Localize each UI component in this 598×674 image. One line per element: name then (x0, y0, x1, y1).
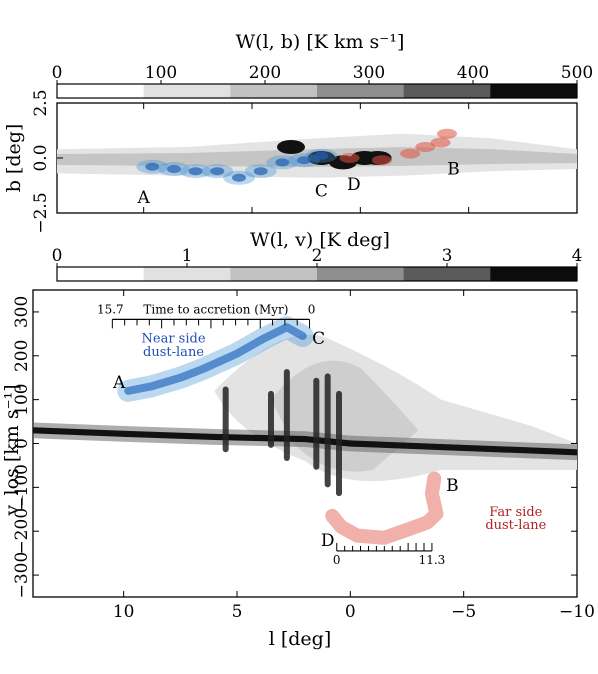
lv-ytick-label: 100 (12, 383, 32, 415)
lv-vertical-feature (336, 390, 342, 497)
lv-xlabel: l [deg] (269, 628, 332, 650)
far-side-label-line2: dust-lane (485, 518, 546, 533)
lb-map-emission (57, 128, 577, 185)
lv-far-lane (325, 471, 444, 545)
lv-vertical-feature (283, 368, 290, 462)
colorbar-tick-label: 0 (52, 63, 63, 83)
top-colorbar-ticks: 0 100 200 300 400 500 (52, 63, 593, 84)
lv-annotation-A: A (112, 373, 126, 393)
lv-vertical-feature (268, 390, 274, 448)
colorbar-tick-label: 3 (442, 246, 453, 266)
lb-near-lane-core (210, 167, 225, 176)
far-side-label: Far side (489, 505, 542, 520)
lb-map-axes: 2.5 0.0 −2.5 A C D B (31, 89, 578, 234)
lb-near-lane-core (167, 165, 181, 173)
colorbar-tick-label: 2 (312, 246, 323, 266)
bottom-colorbar-ticks: 0 1 2 3 4 (52, 246, 583, 267)
lb-ylabel: b [deg] (3, 124, 25, 193)
lv-main-band-core (33, 427, 577, 456)
lv-xtick-label: 0 (345, 602, 356, 622)
time-axis-label: Time to accretion (Myr) (143, 302, 288, 316)
lv-xtick-label: −10 (559, 602, 595, 622)
lb-ytick-label: 2.5 (31, 89, 51, 116)
lb-annotation-C: C (315, 181, 328, 201)
near-time-start: 15.7 (97, 302, 124, 316)
lv-xtick-label: −5 (451, 602, 476, 622)
top-colorbar (56, 83, 578, 99)
colorbar-segment (403, 84, 491, 98)
lb-far-lane (430, 137, 451, 148)
lv-annotation-C: C (312, 329, 325, 349)
lv-xtick-label: 5 (232, 602, 243, 622)
lv-annotation-D: D (321, 531, 335, 551)
colorbar-segment (230, 267, 318, 281)
lb-far-lane (400, 148, 421, 159)
lv-map-panel: 10 5 0 −5 −10 300 200 100 0 −100−200−300 A C B D Near… (1, 289, 595, 650)
bottom-colorbar (56, 266, 578, 282)
lv-xtick-label: 10 (113, 602, 135, 622)
far-time-end: 11.3 (419, 553, 446, 567)
colorbar-segment (490, 267, 578, 281)
lv-ytick-label: −100 (12, 464, 32, 511)
lb-near-lane-core (188, 167, 203, 176)
colorbar-tick-label: 4 (572, 246, 583, 266)
lv-map-axes: 10 5 0 −5 −10 300 200 100 0 −100−200−300 (12, 290, 595, 622)
lb-far-lane (415, 142, 436, 152)
lb-near-lane-core (275, 158, 290, 167)
colorbar-segment (317, 84, 405, 98)
colorbar-segment (317, 267, 405, 281)
colorbar-segment (490, 84, 578, 98)
lb-near-lane-core (297, 156, 311, 165)
lv-ytick-label: −200 (12, 508, 32, 555)
colorbar-segment (230, 84, 318, 98)
lv-vertical-feature (222, 386, 229, 453)
bottom-colorbar-label: W(l, v) [K deg] (250, 229, 390, 251)
colorbar-tick-label: 0 (52, 246, 63, 266)
lv-ytick-label: 300 (12, 296, 32, 328)
lv-near-lane (124, 323, 307, 395)
near-side-label-line2: dust-lane (143, 345, 204, 360)
colorbar-segment (143, 84, 231, 98)
colorbar-tick-label: 1 (182, 246, 193, 266)
colorbar-tick-label: 200 (249, 63, 281, 83)
colorbar-tick-label: 400 (457, 63, 489, 83)
colorbar-segment (57, 84, 145, 98)
colorbar-segment (143, 267, 231, 281)
lb-near-lane-core (253, 167, 268, 176)
lb-near-lane-core (314, 151, 329, 160)
lv-vertical-feature (313, 377, 320, 470)
colorbar-segment (403, 267, 491, 281)
lb-far-lane (372, 155, 392, 166)
far-time-start: 0 (333, 553, 341, 567)
lb-annotation-D: D (347, 175, 361, 195)
lb-near-lane-core (145, 162, 160, 171)
colorbar-tick-label: 500 (561, 63, 593, 83)
colorbar-tick-label: 100 (145, 63, 177, 83)
lv-map-emission (33, 316, 578, 545)
lv-vertical-feature (324, 373, 331, 488)
colorbar-segment (57, 267, 145, 281)
lv-ytick-label: 200 (12, 340, 32, 372)
near-side-label: Near side (142, 332, 206, 347)
lb-far-lane (339, 153, 360, 163)
lb-ytick-label: 0.0 (31, 144, 51, 171)
colorbar-tick-label: 300 (353, 63, 385, 83)
colorbar-frame (56, 83, 578, 99)
lb-near-lane-core (232, 173, 246, 182)
lv-ylabel: v_los [km s⁻¹] (1, 384, 23, 516)
near-time-end: 0 (308, 302, 316, 316)
lb-map-panel: 2.5 0.0 −2.5 A C D B b [deg] (3, 89, 578, 234)
lv-ytick-label: 0 (12, 438, 32, 449)
lv-ytick-label: −300 (12, 552, 32, 599)
top-colorbar-label: W(l, b) [K km s⁻¹] (236, 31, 405, 53)
lb-annotation-B: B (447, 159, 460, 179)
lb-far-lane (437, 128, 457, 139)
lv-annotation-B: B (446, 476, 459, 496)
lb-annotation-A: A (137, 188, 151, 208)
lb-dense-core (277, 140, 305, 154)
lb-ytick-label: −2.5 (31, 192, 51, 233)
